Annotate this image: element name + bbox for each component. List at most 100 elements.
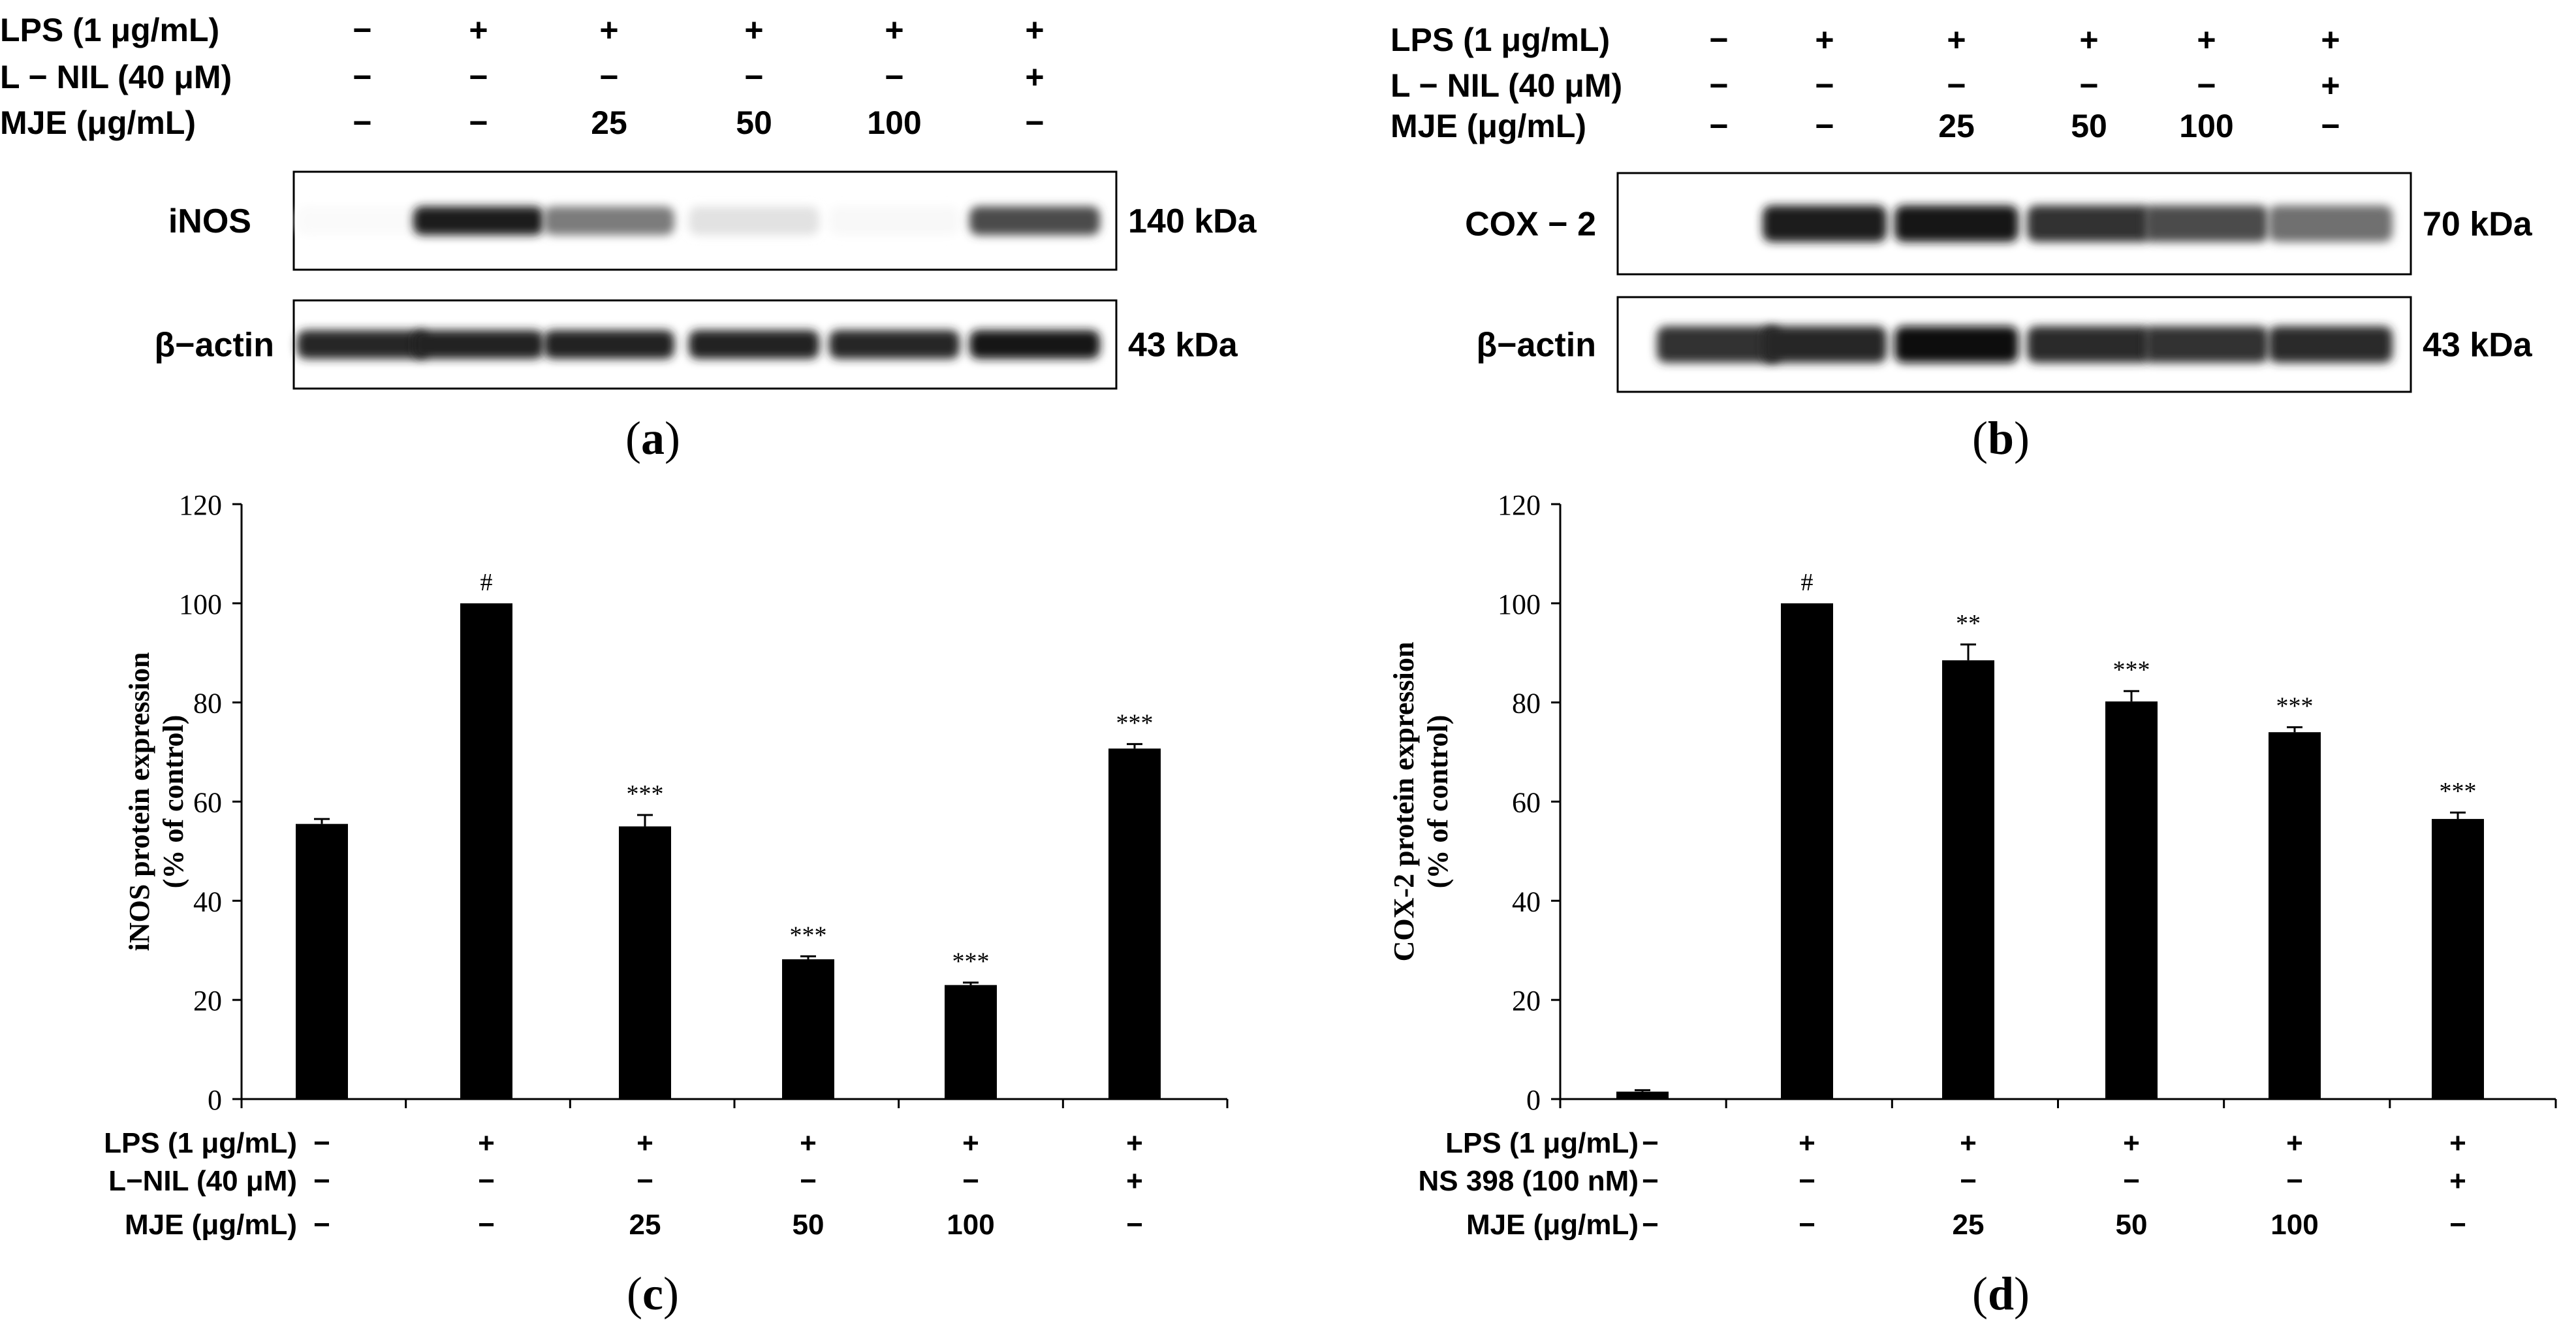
treatment-value-lps-1-g-ml-lane-1: −: [1642, 1127, 1659, 1159]
treatment-value-mje-g-ml-lane-2: −: [469, 104, 488, 141]
bar-6: [1108, 748, 1161, 1099]
treatment-value-mje-g-ml-lane-1: −: [313, 1209, 330, 1241]
bar-3: [1942, 660, 1994, 1099]
treatment-value-l-nil-40-m-lane-3: −: [1947, 67, 1966, 104]
treatment-value-mje-g-ml-lane-4: 50: [736, 104, 772, 141]
y-tick-label-40: 40: [193, 886, 222, 918]
treatment-value-mje-g-ml-lane-2: −: [1815, 108, 1834, 144]
band-inos-lane-3: [544, 206, 674, 235]
y-tick-label-120: 120: [1498, 489, 1541, 521]
treatment-value-lps-1-g-ml-lane-4: +: [2123, 1127, 2140, 1159]
treatment-value-lps-1-g-ml-lane-5: +: [2286, 1127, 2303, 1159]
treatment-value-mje-g-ml-lane-6: −: [2321, 108, 2340, 144]
treatment-value-ns-398-100-nm-lane-1: −: [1642, 1165, 1659, 1197]
molecular-weight-cox-2: 70 kDa: [2423, 206, 2533, 244]
band-cox-2-lane-3: [1894, 205, 2018, 242]
treatment-value-lps-1-g-ml-lane-2: +: [1815, 22, 1834, 58]
molecular-weight-actin: 43 kDa: [2423, 327, 2533, 364]
band-actin-lane-3: [1894, 326, 2018, 363]
significance-marker-3: ***: [627, 780, 664, 808]
treatment-value-mje-g-ml-lane-2: −: [478, 1209, 495, 1241]
treatment-label-lps-1-g-ml: LPS (1 μg/mL): [0, 12, 219, 48]
bar-2: [460, 603, 512, 1099]
treatment-value-l-nil-40-m-lane-6: +: [2321, 67, 2340, 104]
treatment-value-l-nil-40-m-lane-6: +: [1025, 59, 1044, 95]
band-actin-lane-6: [969, 330, 1100, 359]
treatment-value-ns-398-100-nm-lane-3: −: [1960, 1165, 1977, 1197]
y-tick-label-40: 40: [1512, 886, 1541, 918]
y-tick-label-60: 60: [1512, 787, 1541, 819]
significance-marker-3: **: [1956, 610, 1981, 637]
treatment-label-lps-1-g-ml: LPS (1 μg/mL): [1390, 22, 1610, 58]
treatment-value-l-nil-40-m-lane-2: −: [478, 1165, 495, 1197]
treatment-value-mje-g-ml-lane-4: 50: [2071, 108, 2107, 144]
treatment-value-mje-g-ml-lane-3: 25: [591, 104, 627, 141]
treatment-value-mje-g-ml-lane-3: 25: [1938, 108, 1975, 144]
molecular-weight-actin: 43 kDa: [1128, 327, 1238, 364]
treatment-value-l-nil-40-m-lane-6: +: [1126, 1165, 1143, 1197]
treatment-label-l-nil-40-m: L − NIL (40 μM): [1390, 67, 1622, 104]
treatment-value-lps-1-g-ml-lane-2: +: [469, 12, 488, 48]
treatment-value-l-nil-40-m-lane-4: −: [744, 59, 763, 95]
y-tick-label-80: 80: [193, 688, 222, 720]
y-tick-label-120: 120: [179, 489, 222, 521]
treatment-value-lps-1-g-ml-lane-3: +: [1947, 22, 1966, 58]
band-inos-lane-5: [829, 206, 960, 235]
y-tick-label-20: 20: [1512, 985, 1541, 1017]
significance-marker-5: ***: [952, 948, 990, 976]
treatment-label-lps-1-g-ml: LPS (1 μg/mL): [1445, 1127, 1639, 1159]
treatment-value-lps-1-g-ml-lane-3: +: [636, 1127, 653, 1159]
treatment-value-lps-1-g-ml-lane-1: −: [313, 1127, 330, 1159]
band-inos-lane-2: [413, 206, 544, 235]
significance-marker-6: ***: [1116, 709, 1154, 737]
treatment-label-lps-1-g-ml: LPS (1 μg/mL): [104, 1127, 297, 1159]
treatment-label-mje-g-ml: MJE (μg/mL): [1466, 1209, 1639, 1241]
treatment-value-lps-1-g-ml-lane-5: +: [885, 12, 903, 48]
band-cox-2-lane-4: [2027, 205, 2151, 242]
band-actin-lane-1: [1657, 326, 1781, 363]
treatment-value-lps-1-g-ml-lane-3: +: [1960, 1127, 1977, 1159]
band-cox-2-lane-2: [1763, 205, 1887, 242]
band-actin-lane-2: [413, 330, 544, 359]
bar-6: [2432, 819, 2484, 1099]
treatment-value-lps-1-g-ml-lane-1: −: [353, 12, 371, 48]
treatment-value-mje-g-ml-lane-4: 50: [2116, 1209, 2148, 1241]
treatment-value-l-nil-40-m-lane-2: −: [469, 59, 488, 95]
treatment-value-ns-398-100-nm-lane-6: +: [2449, 1165, 2466, 1197]
panel-a-western-blot: LPS (1 μg/mL) − + + + + + L − NIL (40 μM) − − − − − +…: [0, 12, 1257, 464]
bar-2: [1781, 603, 1833, 1099]
treatment-value-l-nil-40-m-lane-5: −: [962, 1165, 979, 1197]
treatment-value-lps-1-g-ml-lane-3: +: [599, 12, 618, 48]
y-axis-label-unit: (% of control): [157, 715, 189, 889]
panel-c-bar-chart: 0 20 40 60 80 100 120 # *** *** *** *** iNOS protein…: [104, 489, 1229, 1320]
band-inos-lane-6: [969, 206, 1100, 235]
treatment-value-l-nil-40-m-lane-1: −: [1709, 67, 1728, 104]
treatment-value-lps-1-g-ml-lane-4: +: [800, 1127, 817, 1159]
treatment-label-mje-g-ml: MJE (μg/mL): [0, 104, 196, 141]
band-actin-lane-6: [2269, 326, 2393, 363]
treatment-value-ns-398-100-nm-lane-4: −: [2123, 1165, 2140, 1197]
treatment-value-l-nil-40-m-lane-1: −: [353, 59, 371, 95]
significance-marker-2: #: [1801, 569, 1814, 596]
treatment-value-l-nil-40-m-lane-5: −: [2197, 67, 2216, 104]
treatment-value-lps-1-g-ml-lane-5: +: [962, 1127, 979, 1159]
treatment-value-l-nil-40-m-lane-5: −: [885, 59, 903, 95]
treatment-value-mje-g-ml-lane-5: 100: [867, 104, 921, 141]
treatment-value-l-nil-40-m-lane-4: −: [800, 1165, 817, 1197]
treatment-value-mje-g-ml-lane-1: −: [353, 104, 371, 141]
band-actin-lane-3: [544, 330, 674, 359]
y-tick-label-20: 20: [193, 985, 222, 1017]
y-axis-label: iNOS protein expression: [123, 652, 155, 951]
bar-4: [2105, 701, 2158, 1099]
panel-caption: (a): [625, 412, 680, 464]
significance-marker-2: #: [480, 569, 493, 596]
treatment-value-mje-g-ml-lane-5: 100: [2179, 108, 2233, 144]
significance-marker-6: ***: [2440, 778, 2477, 805]
treatment-value-lps-1-g-ml-lane-2: +: [1798, 1127, 1815, 1159]
bar-4: [782, 959, 834, 1099]
treatment-value-ns-398-100-nm-lane-2: −: [1798, 1165, 1815, 1197]
panel-caption: (d): [1972, 1268, 2030, 1320]
treatment-value-mje-g-ml-lane-4: 50: [793, 1209, 825, 1241]
